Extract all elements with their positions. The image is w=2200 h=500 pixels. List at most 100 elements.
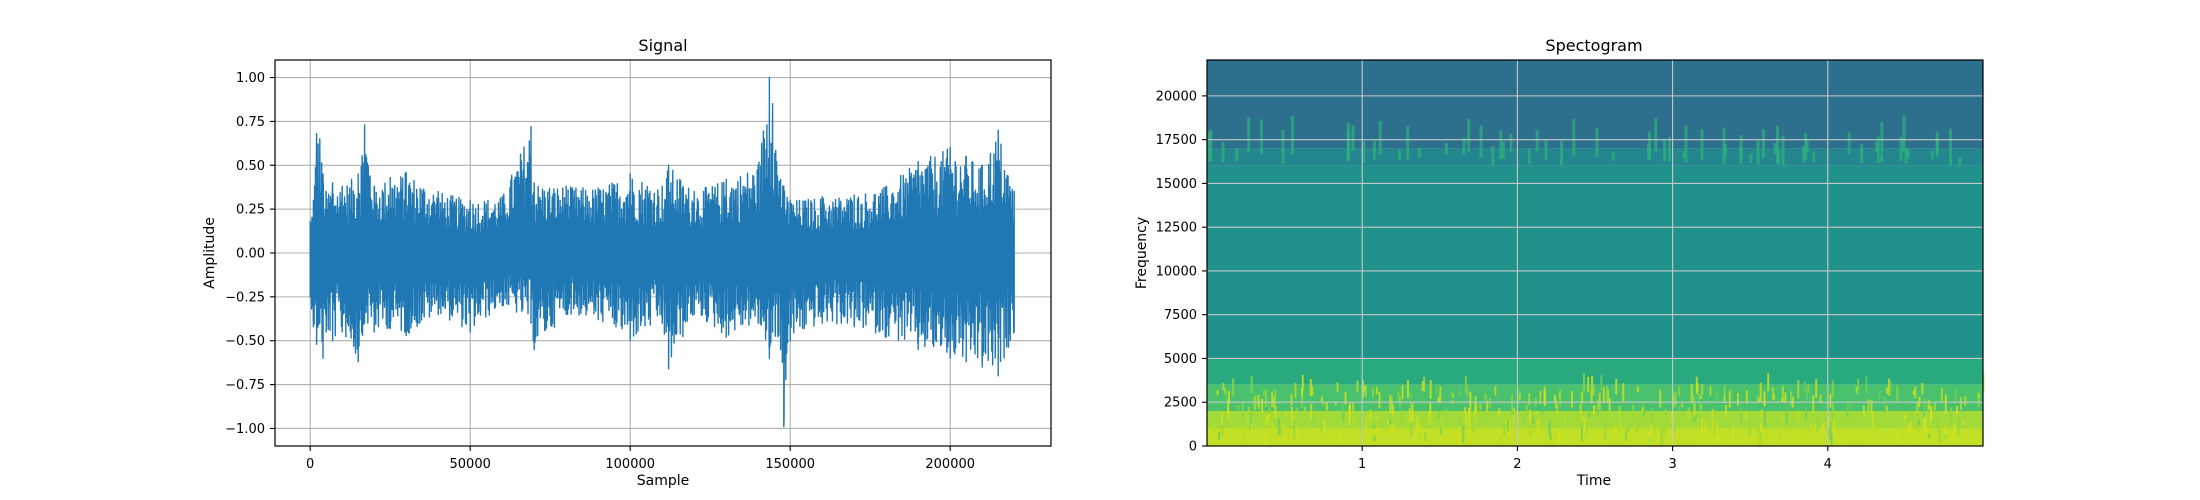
spectrogram-energy-speck bbox=[1814, 423, 1817, 430]
spectrogram-energy-speck bbox=[1581, 391, 1584, 404]
spectrogram-highfreq-streak bbox=[1491, 146, 1495, 166]
spectrogram-energy-speck bbox=[1312, 412, 1315, 427]
spectrogram-highfreq-streak bbox=[1235, 148, 1239, 162]
spectrogram-energy-speck bbox=[1883, 397, 1886, 414]
spectrogram-y-tick-label: 0 bbox=[1189, 440, 1197, 455]
spectrogram-energy-speck bbox=[1429, 380, 1432, 399]
spectrogram-energy-speck bbox=[1323, 420, 1326, 433]
spectrogram-y-tick-label: 10000 bbox=[1156, 264, 1197, 279]
spectrogram-energy-speck bbox=[1886, 387, 1889, 395]
spectrogram-highfreq-streak bbox=[1904, 149, 1908, 164]
spectrogram-energy-speck bbox=[1263, 390, 1266, 396]
spectrogram-energy-speck bbox=[1267, 402, 1270, 414]
spectrogram-energy-speck bbox=[1748, 429, 1751, 437]
spectrogram-energy-speck bbox=[1303, 406, 1306, 413]
spectrogram-highfreq-streak bbox=[1535, 129, 1539, 152]
spectrogram-energy-speck bbox=[1334, 402, 1337, 406]
spectrogram-energy-speck bbox=[1529, 430, 1532, 437]
spectrogram-highfreq-streak bbox=[1682, 150, 1686, 159]
spectrogram-energy-speck bbox=[1831, 380, 1834, 398]
spectrogram-energy-speck bbox=[1878, 391, 1881, 399]
spectrogram-highfreq-streak bbox=[1611, 152, 1615, 161]
spectrogram-energy-speck bbox=[1548, 420, 1551, 437]
spectrogram-energy-speck bbox=[1408, 408, 1411, 423]
spectrogram-energy-speck bbox=[1925, 399, 1928, 407]
spectrogram-energy-speck bbox=[1564, 413, 1567, 426]
spectrogram-energy-speck bbox=[1535, 410, 1538, 415]
spectrogram-energy-speck bbox=[1267, 412, 1270, 422]
spectrogram-highfreq-streak bbox=[1351, 125, 1355, 151]
spectrogram-energy-speck bbox=[1428, 412, 1431, 427]
spectrogram-energy-speck bbox=[1636, 386, 1639, 393]
spectrogram-y-tick-label: 20000 bbox=[1156, 89, 1197, 104]
spectrogram-energy-speck bbox=[1559, 389, 1562, 406]
spectrogram-energy-speck bbox=[1780, 398, 1783, 403]
spectrogram-energy-speck bbox=[1325, 401, 1328, 411]
spectrogram-energy-speck bbox=[1284, 411, 1287, 416]
spectrogram-y-tick-label: 7500 bbox=[1164, 308, 1197, 323]
spectrogram-energy-speck bbox=[1373, 435, 1376, 441]
spectrogram-energy-speck bbox=[1458, 425, 1461, 444]
spectrogram-highfreq-streak bbox=[1847, 132, 1851, 155]
spectrogram-energy-speck bbox=[1767, 373, 1770, 392]
spectrogram-energy-speck bbox=[1503, 425, 1506, 436]
spectrogram-energy-speck bbox=[1922, 414, 1925, 432]
spectrogram-highfreq-streak bbox=[1722, 127, 1726, 165]
spectrogram-energy-speck bbox=[1649, 431, 1652, 439]
spectrogram-energy-speck bbox=[1250, 424, 1253, 433]
spectrogram-energy-speck bbox=[1227, 399, 1230, 415]
spectrogram-highfreq-streak bbox=[1499, 130, 1503, 160]
spectrogram-energy-speck bbox=[1389, 412, 1392, 422]
spectrogram-highfreq-streak bbox=[1372, 141, 1376, 160]
signal-y-tick-label: 0.50 bbox=[236, 159, 265, 174]
spectrogram-energy-speck bbox=[1907, 417, 1910, 425]
spectrogram-energy-speck bbox=[1582, 373, 1585, 392]
spectrogram-highfreq-streak bbox=[1958, 157, 1962, 166]
spectrogram-energy-speck bbox=[1543, 390, 1546, 406]
spectrogram-energy-speck bbox=[1713, 427, 1716, 435]
spectrogram-energy-speck bbox=[1439, 427, 1442, 435]
spectrogram-energy-speck bbox=[1615, 378, 1618, 395]
spectrogram-energy-speck bbox=[1458, 390, 1461, 396]
spectrogram-energy-speck bbox=[1614, 436, 1617, 442]
spectrogram-energy-speck bbox=[1924, 416, 1927, 433]
spectrogram-energy-speck bbox=[1507, 419, 1510, 432]
spectrogram-energy-speck bbox=[1423, 376, 1426, 392]
spectrogram-energy-speck bbox=[1660, 428, 1663, 446]
spectrogram-energy-speck bbox=[1511, 410, 1514, 415]
spectrogram-energy-speck bbox=[1366, 414, 1369, 418]
spectrogram-energy-speck bbox=[1290, 406, 1293, 426]
spectrogram-energy-speck bbox=[1441, 416, 1444, 436]
spectrogram-energy-speck bbox=[1364, 385, 1367, 397]
spectrogram-energy-speck bbox=[1499, 425, 1502, 442]
spectrogram-highfreq-streak bbox=[1876, 136, 1880, 164]
spectrogram-chart-title: Spectogram bbox=[1545, 36, 1642, 55]
spectrogram-energy-speck bbox=[1957, 416, 1960, 435]
spectrogram-energy-speck bbox=[1701, 384, 1704, 395]
spectrogram-energy-speck bbox=[1277, 418, 1280, 435]
spectrogram-energy-speck bbox=[1271, 391, 1274, 407]
spectrogram-energy-speck bbox=[1938, 430, 1941, 443]
spectrogram-energy-speck bbox=[1781, 385, 1784, 401]
spectrogram-energy-speck bbox=[1207, 429, 1210, 442]
spectrogram-highfreq-streak bbox=[1739, 146, 1743, 164]
spectrogram-energy-speck bbox=[1830, 433, 1833, 445]
spectrogram-energy-speck bbox=[1361, 379, 1364, 399]
spectrogram-energy-speck bbox=[1728, 391, 1731, 408]
spectrogram-energy-speck bbox=[1322, 402, 1325, 407]
spectrogram-highfreq-streak bbox=[1509, 133, 1513, 152]
spectrogram-energy-speck bbox=[1812, 395, 1815, 412]
spectrogram-energy-speck bbox=[1400, 409, 1403, 423]
spectrogram-energy-speck bbox=[1964, 395, 1967, 404]
signal-y-tick-label: −0.25 bbox=[225, 290, 265, 305]
spectrogram-energy-speck bbox=[1222, 382, 1225, 391]
spectrogram-highfreq-streak bbox=[1906, 148, 1910, 159]
spectrogram-energy-speck bbox=[1784, 392, 1787, 404]
spectrogram-energy-speck bbox=[1816, 414, 1819, 432]
spectrogram-energy-speck bbox=[1624, 431, 1627, 441]
spectrogram-energy-speck bbox=[1977, 392, 1980, 399]
spectrogram-energy-speck bbox=[1311, 386, 1314, 396]
spectrogram-energy-speck bbox=[1320, 396, 1323, 402]
spectrogram-energy-speck bbox=[1371, 387, 1374, 398]
